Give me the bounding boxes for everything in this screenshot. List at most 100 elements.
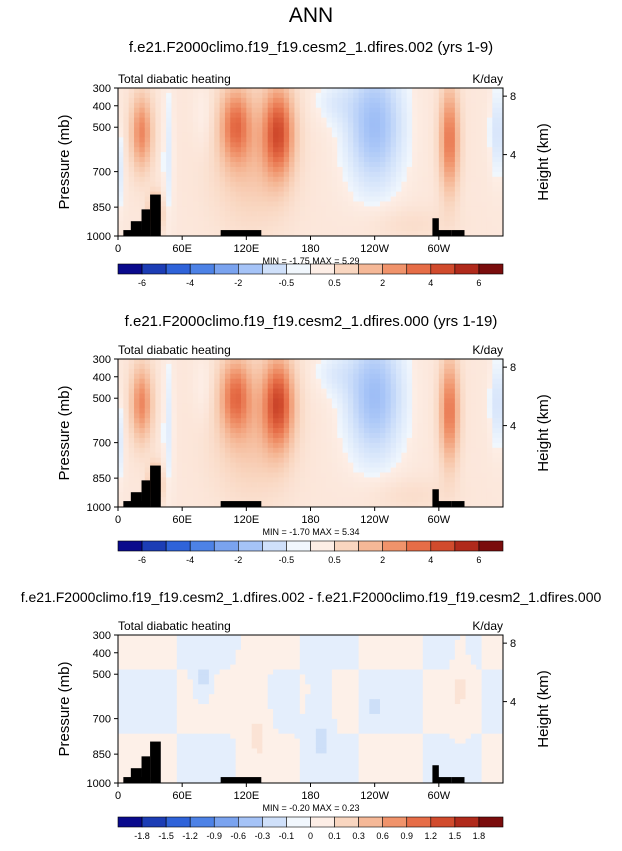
field-cell (283, 211, 290, 217)
field-cell (347, 403, 354, 409)
field-cell (492, 122, 499, 128)
field-cell (417, 423, 424, 429)
field-cell (134, 704, 140, 710)
field-cell (166, 127, 172, 133)
field-cell (363, 428, 370, 434)
field-cell (176, 102, 183, 109)
field-cell (139, 477, 146, 483)
field-cell (353, 201, 360, 207)
field-cell (246, 97, 253, 104)
field-cell (497, 221, 504, 227)
field-cell (139, 398, 146, 404)
field-cell (134, 393, 140, 399)
field-cell (267, 221, 274, 227)
field-cell (294, 122, 301, 128)
field-cell (134, 733, 140, 739)
field-cell (139, 112, 146, 118)
field-cell (123, 723, 130, 730)
field-cell (192, 383, 199, 389)
field-cell (182, 694, 188, 700)
field-cell (182, 393, 188, 399)
field-cell (139, 433, 146, 439)
field-cell (123, 728, 130, 735)
field-cell (321, 477, 327, 483)
field-cell (128, 107, 135, 114)
field-cell (262, 442, 269, 449)
field-cell (160, 127, 167, 133)
field-cell (353, 447, 360, 454)
field-cell (144, 418, 151, 424)
field-cell (363, 152, 370, 158)
field-cell (267, 452, 274, 459)
field-cell (406, 373, 413, 380)
field-cell (486, 147, 493, 153)
field-cell (150, 709, 156, 715)
field-cell (321, 368, 327, 375)
field-cell (187, 122, 194, 128)
field-cell (139, 452, 146, 459)
field-cell (460, 186, 466, 192)
field-cell (347, 477, 354, 483)
field-cell (171, 359, 178, 365)
field-cell (187, 88, 194, 94)
field-cell (198, 393, 204, 399)
field-cell (433, 122, 440, 128)
field-cell (139, 418, 146, 424)
field-cell (192, 699, 199, 705)
field-cell (230, 433, 237, 439)
field-cell (176, 462, 183, 468)
field-cell (315, 216, 322, 222)
field-cell (224, 457, 231, 463)
field-cell (486, 428, 493, 434)
field-cell (422, 112, 429, 118)
field-cell (497, 112, 504, 118)
field-cell (337, 132, 343, 138)
field-cell (406, 408, 413, 414)
field-cell (465, 359, 472, 365)
field-cell (262, 231, 269, 237)
field-cell (390, 487, 397, 493)
field-cell (171, 393, 178, 399)
field-cell (380, 492, 386, 498)
colorbar-swatch (238, 540, 263, 552)
field-cell (150, 102, 156, 109)
field-cell (139, 428, 146, 434)
field-cell (219, 157, 226, 163)
field-cell (331, 102, 338, 109)
field-cell (481, 142, 488, 148)
field-cell (118, 181, 124, 188)
field-cell (342, 201, 349, 207)
colorbar-label: -0.5 (279, 278, 295, 288)
field-cell (454, 152, 461, 158)
field-cell (294, 442, 301, 449)
field-cell (192, 102, 199, 109)
field-cell (176, 753, 183, 759)
panel-title: f.e21.F2000climo.f19_f19.cesm2_1.dfires.… (125, 313, 498, 330)
field-cell (385, 359, 392, 365)
field-cell (422, 492, 429, 498)
field-cell (187, 654, 194, 661)
field-cell (166, 176, 172, 183)
field-cell (187, 393, 194, 399)
field-cell (454, 418, 461, 424)
field-cell (363, 132, 370, 138)
field-cell (283, 388, 290, 394)
field-cell (337, 457, 343, 463)
field-cell (203, 162, 210, 168)
field-cell (331, 418, 338, 424)
field-cell (497, 418, 504, 424)
field-cell (118, 378, 124, 385)
field-cell (160, 112, 167, 118)
field-cell (224, 97, 231, 104)
field-cell (182, 768, 188, 774)
field-cell (230, 171, 237, 178)
field-cell (422, 383, 429, 389)
field-cell (160, 196, 167, 202)
field-cell (369, 166, 376, 173)
field-cell (176, 378, 183, 385)
field-cell (192, 723, 199, 730)
field-cell (321, 157, 327, 163)
field-cell (187, 196, 194, 202)
field-cell (139, 408, 146, 414)
y2-axis-title: Height (km) (535, 123, 552, 201)
